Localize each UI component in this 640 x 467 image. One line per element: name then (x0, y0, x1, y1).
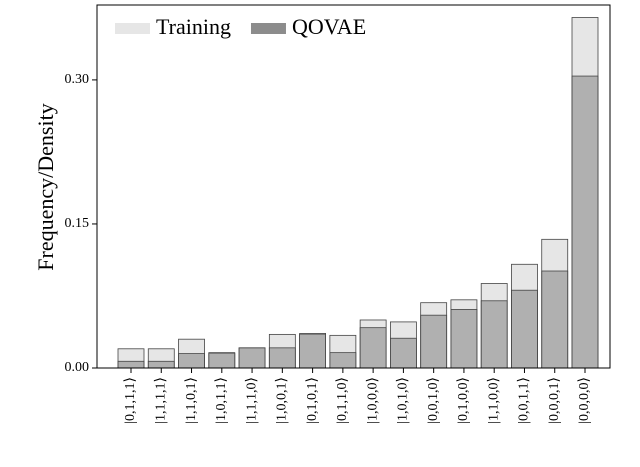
bar (571, 75, 599, 369)
x-tick-label: |0,0,0,0⟩ (577, 377, 592, 424)
y-tick-label: 0.00 (65, 360, 90, 375)
x-tick-label: |1,0,0,1⟩ (275, 377, 290, 424)
bar (359, 327, 387, 369)
x-tick-label: |1,0,0,0⟩ (365, 377, 380, 424)
x-tick-label: |1,1,0,0⟩ (486, 377, 501, 424)
bar (541, 270, 569, 369)
bar (147, 360, 175, 369)
legend-label: QOVAE (292, 14, 366, 39)
x-tick-label: |1,0,1,1⟩ (214, 377, 229, 424)
bar (238, 347, 266, 369)
y-tick-label: 0.30 (65, 72, 90, 87)
bar (420, 314, 448, 369)
x-tick-label: |0,1,1,0⟩ (335, 377, 350, 424)
bar (178, 353, 205, 369)
x-tick-label: |1,1,1,0⟩ (244, 377, 259, 424)
bar (208, 352, 236, 369)
x-tick-label: |0,1,0,1⟩ (305, 377, 320, 424)
x-tick-label: |0,1,1,1⟩ (123, 377, 138, 424)
bar (268, 347, 296, 369)
legend-swatch (115, 23, 150, 34)
x-tick-label: |1,1,0,1⟩ (184, 377, 199, 424)
x-tick-label: |0,1,0,0⟩ (456, 377, 471, 424)
plot-frame (96, 4, 611, 369)
y-tick-label: 0.15 (65, 216, 90, 231)
legend-swatch (250, 23, 286, 34)
x-tick-label: |0,0,1,1⟩ (517, 377, 532, 424)
bar (329, 352, 357, 369)
x-tick-label: |0,0,1,0⟩ (426, 377, 441, 424)
bar (511, 289, 538, 369)
bar (299, 333, 327, 369)
x-tick-label: |1,1,1,1⟩ (153, 377, 168, 424)
x-tick-label: |0,0,0,1⟩ (547, 377, 562, 424)
bar (117, 360, 145, 369)
x-tick-label: |1,0,1,0⟩ (396, 377, 411, 424)
legend-label: Training (156, 14, 231, 39)
y-axis-label: Frequency/Density (33, 103, 58, 270)
bar (389, 337, 417, 369)
bar (450, 309, 478, 369)
bar (480, 300, 508, 369)
